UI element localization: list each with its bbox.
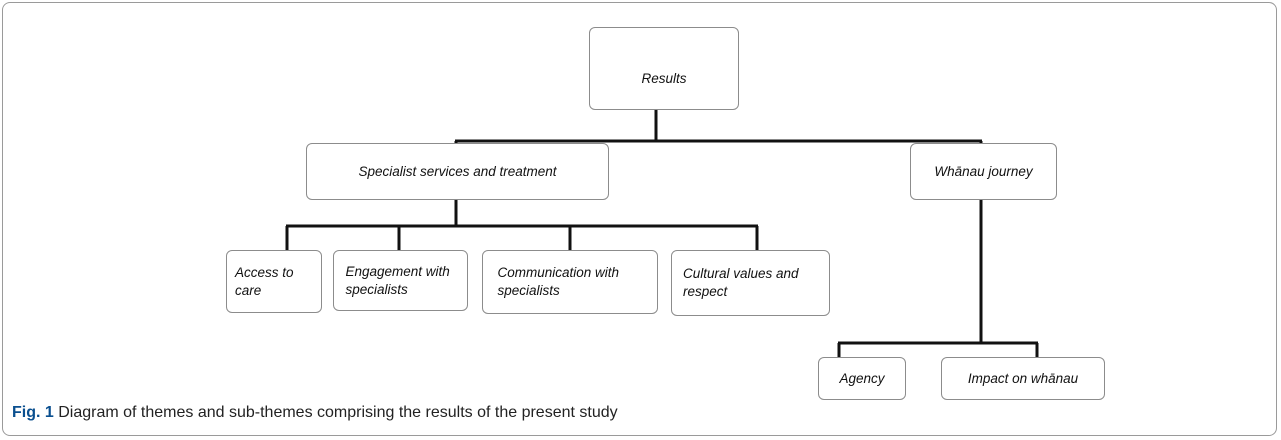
node-label: Whānau journey: [934, 163, 1033, 179]
node: Whānau journey: [910, 143, 1057, 200]
node: Cultural values and respect: [671, 250, 830, 316]
node-label: Specialist services and treatment: [358, 163, 557, 179]
node-label: Results: [641, 70, 687, 86]
node: Agency: [818, 357, 906, 400]
node-label: Access to care: [235, 264, 294, 298]
node-label: Impact on whānau: [967, 370, 1079, 386]
node: Specialist services and treatment: [306, 143, 609, 200]
node-label: Engagement with specialists: [345, 263, 450, 297]
node: Access to care: [226, 250, 322, 313]
node: Results: [589, 27, 739, 110]
node: Engagement with specialists: [333, 250, 468, 311]
node: Communication with specialists: [482, 250, 658, 314]
caption: Fig. 1 Diagram of themes and sub-themes …: [12, 404, 618, 422]
node-label: Cultural values and respect: [683, 266, 799, 299]
node-label: Communication with specialists: [497, 265, 620, 298]
caption-label: Fig. 1: [12, 404, 54, 421]
node: Impact on whānau: [941, 357, 1105, 400]
caption-text: Diagram of themes and sub-themes compris…: [58, 404, 618, 421]
node-label: Agency: [839, 370, 885, 386]
